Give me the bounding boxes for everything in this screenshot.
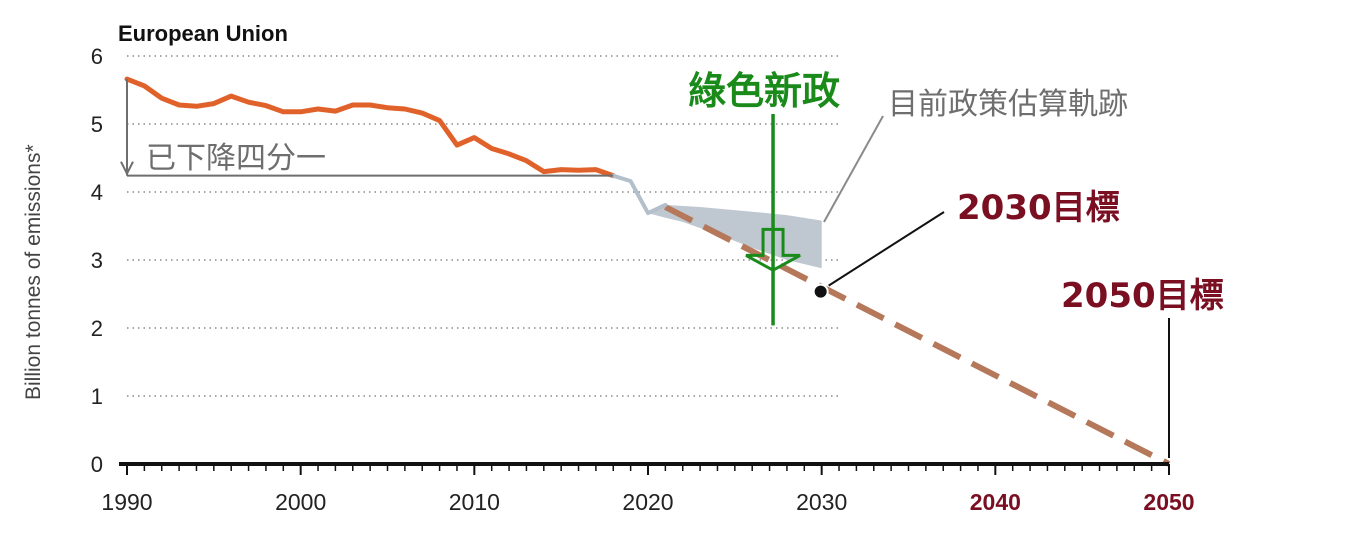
reduction-label: 已下降四分一 <box>146 141 326 176</box>
x-tick-label-2030: 2030 <box>796 489 847 515</box>
reduction-arrow-head <box>120 161 134 176</box>
x-tick-label-1990: 1990 <box>101 489 152 515</box>
green-deal-arrow-head <box>745 227 801 272</box>
target-2030-marker <box>812 283 829 300</box>
target-line-layer <box>664 204 1171 467</box>
y-tick-label-0: 0 <box>91 452 103 477</box>
x-tick-labels: 1990 2000 2010 2020 2030 2040 2050 <box>101 489 1194 515</box>
recent-emissions-line <box>611 173 668 216</box>
y-tick-labels: 0 1 2 3 4 5 6 <box>91 44 103 477</box>
historical-emissions-line <box>124 76 616 179</box>
x-axis-layer <box>119 462 1170 475</box>
series-layer <box>124 76 668 216</box>
x-tick-label-2000: 2000 <box>275 489 326 515</box>
annotation-layer <box>120 79 1170 458</box>
x-tick-label-2020: 2020 <box>622 489 673 515</box>
policy-projection-leader <box>823 115 884 223</box>
y-axis-label: Billion tonnes of emissions* <box>22 144 45 400</box>
target-2050-label: 2050目標 <box>1061 276 1224 316</box>
y-tick-label-5: 5 <box>91 112 103 137</box>
y-tick-label-2: 2 <box>91 316 103 341</box>
target-2030-label: 2030目標 <box>957 188 1120 228</box>
y-tick-label-3: 3 <box>91 248 103 273</box>
x-tick-label-2010: 2010 <box>449 489 500 515</box>
y-tick-label-4: 4 <box>91 180 103 205</box>
green-deal-label: 綠色新政 <box>688 69 840 113</box>
y-tick-label-6: 6 <box>91 44 103 69</box>
chart-title: European Union <box>118 21 288 46</box>
policy-projection-label: 目前政策估算軌跡 <box>888 87 1128 122</box>
target-2030-leader <box>828 211 945 287</box>
target-path-line <box>664 204 1171 467</box>
x-tick-label-2040: 2040 <box>970 489 1021 515</box>
y-tick-label-1: 1 <box>91 384 103 409</box>
x-tick-label-2050: 2050 <box>1143 489 1194 515</box>
